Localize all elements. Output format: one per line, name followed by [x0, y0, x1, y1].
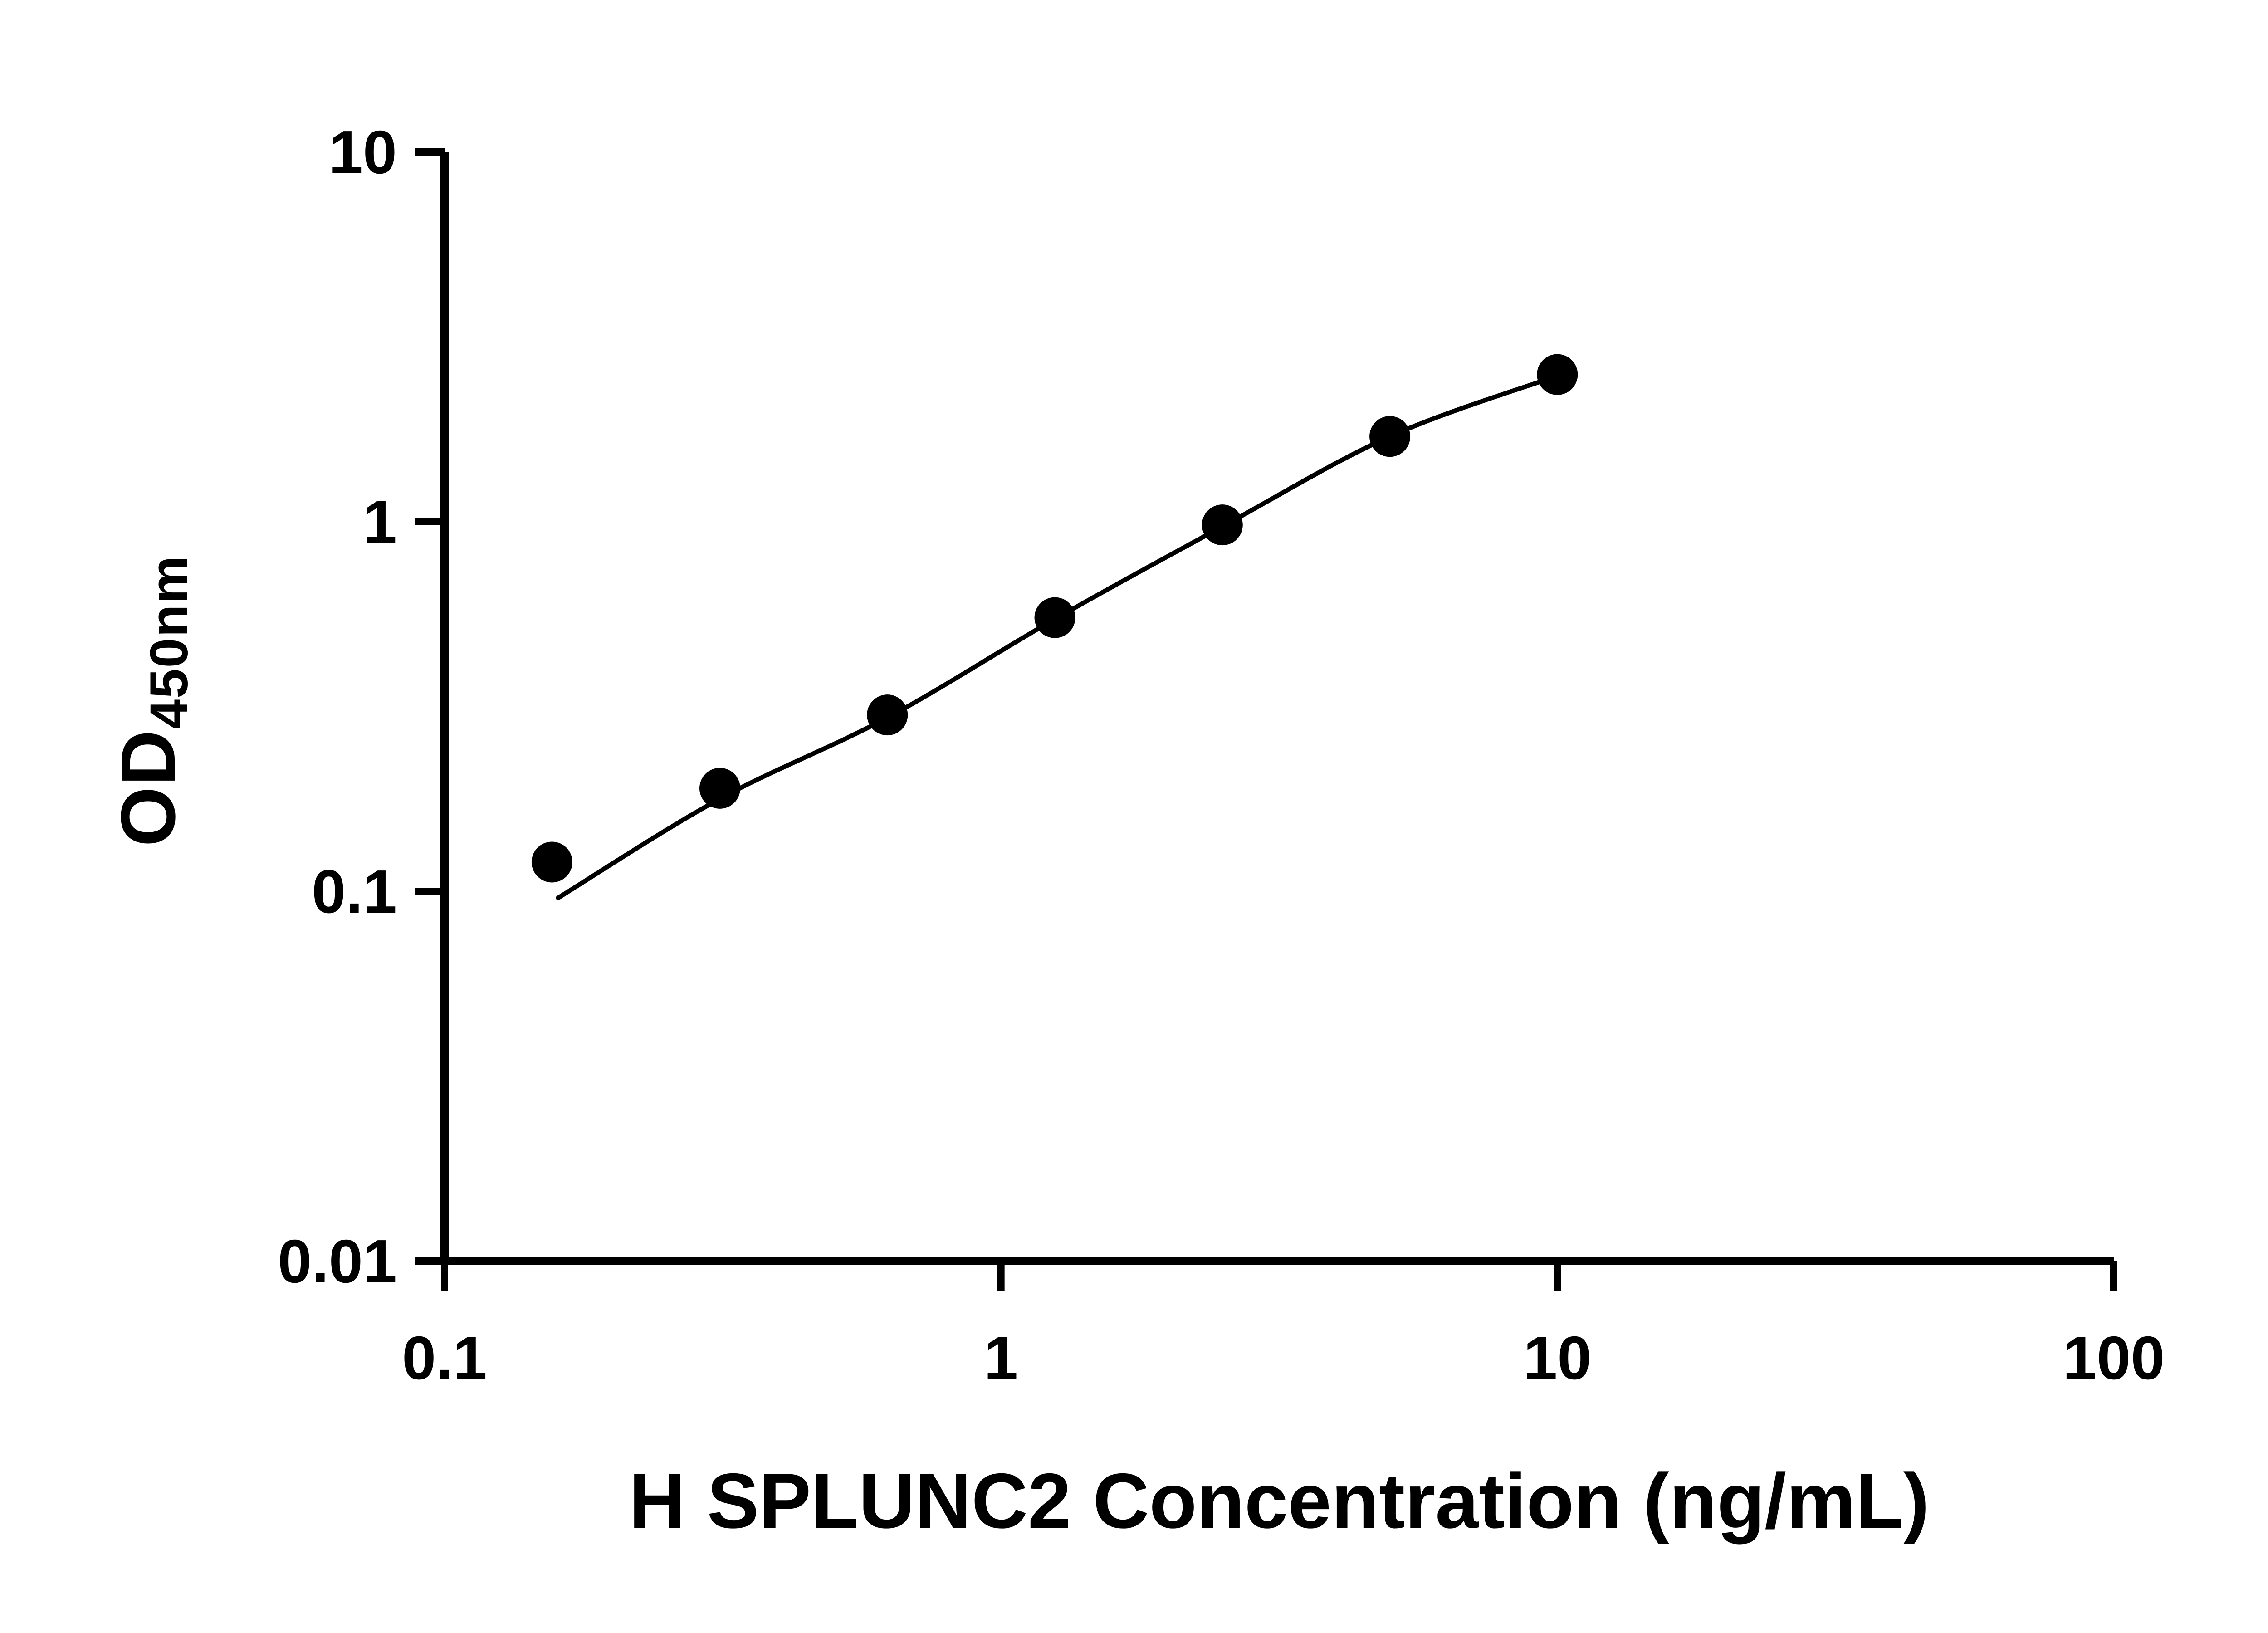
y-axis-title-main: OD: [105, 729, 191, 847]
y-tick-label: 1: [363, 488, 397, 556]
axes-frame: [440, 152, 2114, 1265]
x-tick-label: 0.1: [402, 1324, 487, 1392]
data-point: [867, 694, 908, 736]
x-tick-label: 10: [1523, 1324, 1591, 1392]
data-point: [699, 768, 741, 809]
y-tick-label: 10: [329, 118, 397, 186]
data-point: [1369, 416, 1411, 457]
x-axis-title: H SPLUNC2 Concentration (ng/mL): [629, 1457, 1930, 1545]
data-point: [1034, 597, 1075, 638]
data-point: [1537, 354, 1578, 395]
data-point: [531, 841, 572, 883]
y-tick-label: 0.1: [312, 857, 397, 926]
y-axis-title-subscript: 450nm: [139, 555, 199, 729]
x-tick-label: 1: [984, 1324, 1018, 1392]
y-tick-label: 0.01: [278, 1227, 397, 1296]
data-point: [1202, 504, 1243, 546]
y-axis-title: OD450nm: [104, 555, 200, 847]
x-tick-label: 100: [2063, 1324, 2165, 1392]
